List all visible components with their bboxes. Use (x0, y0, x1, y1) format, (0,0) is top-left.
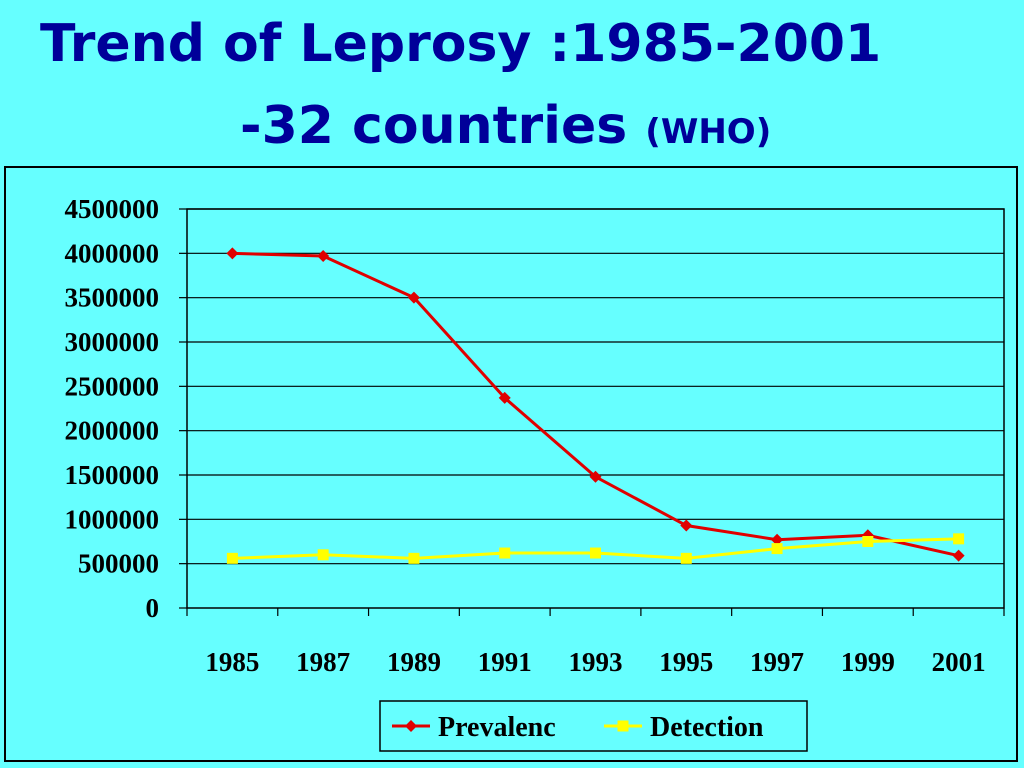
x-tick-label: 1999 (841, 647, 895, 677)
legend-label-detection: Detection (650, 712, 764, 743)
data-point-detection (771, 543, 783, 555)
y-tick-label: 0 (146, 593, 160, 623)
data-point-prevalenc (680, 519, 693, 532)
data-point-detection (317, 549, 329, 561)
x-tick-label: 1997 (750, 647, 804, 677)
data-point-prevalenc (498, 391, 511, 404)
y-tick-label: 3500000 (65, 283, 160, 313)
data-point-prevalenc (589, 470, 602, 483)
y-tick-label: 2500000 (65, 371, 160, 401)
data-point-prevalenc (226, 247, 239, 260)
title-subtitle: -32 countries (240, 96, 646, 156)
legend (379, 700, 808, 752)
legend-marker-detection (617, 720, 629, 732)
data-point-prevalenc (771, 533, 784, 546)
data-point-detection (499, 547, 511, 559)
y-tick-label: 4000000 (65, 238, 160, 268)
x-tick-label: 1991 (478, 647, 532, 677)
data-point-detection (408, 552, 420, 564)
x-tick-label: 1995 (659, 647, 713, 677)
chart-frame (4, 166, 1018, 762)
data-point-prevalenc (952, 549, 965, 562)
series-line-prevalenc (232, 251, 959, 558)
data-point-detection (953, 533, 965, 545)
y-tick-label: 4500000 (65, 194, 160, 224)
y-tick-label: 500000 (78, 549, 159, 579)
data-point-detection (590, 547, 601, 559)
x-tick-label: 2001 (932, 647, 986, 677)
y-tick-label: 1500000 (65, 460, 160, 490)
y-tick-label: 2000000 (65, 416, 160, 446)
x-tick-label: 1985 (205, 647, 259, 677)
data-point-prevalenc (407, 291, 420, 304)
y-tick-label: 3000000 (65, 327, 160, 357)
title-line-1: Trend of Leprosy :1985-2001 (40, 14, 882, 74)
data-point-detection (680, 552, 692, 564)
legend-marker-prevalenc (405, 720, 417, 732)
x-tick-label: 1993 (569, 647, 623, 677)
title-source: (WHO) (645, 112, 772, 152)
title-line-2: -32 countries (WHO) (240, 100, 771, 152)
y-tick-label: 1000000 (65, 504, 160, 534)
data-point-detection (226, 552, 238, 564)
data-point-prevalenc (317, 249, 330, 262)
data-point-detection (862, 536, 874, 547)
legend-label-prevalenc: Prevalenc (438, 712, 556, 743)
x-tick-label: 1987 (296, 647, 350, 677)
x-tick-label: 1989 (387, 647, 441, 677)
